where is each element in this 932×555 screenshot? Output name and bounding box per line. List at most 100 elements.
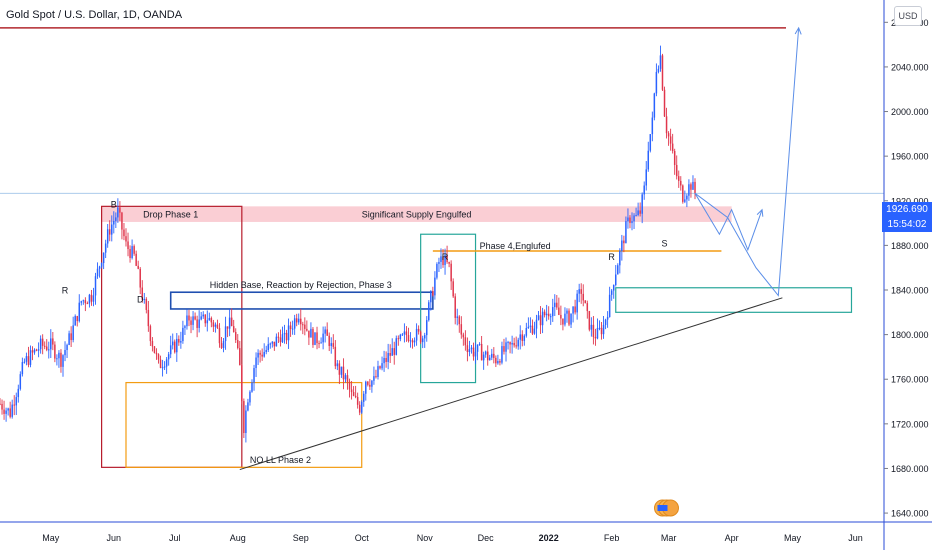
candle-body <box>598 327 601 329</box>
price-tick-label: 1760.000 <box>891 375 929 385</box>
no-ll-box <box>125 381 363 468</box>
candle-body <box>383 357 385 364</box>
time-tick-label: 2022 <box>539 533 559 543</box>
candle-body <box>440 256 442 262</box>
candle-body <box>100 263 103 267</box>
candle-body <box>560 314 562 319</box>
candle-body <box>446 255 448 262</box>
candle-body <box>176 338 178 353</box>
candle-body <box>285 332 288 341</box>
candle-body <box>306 328 308 331</box>
candle-body <box>651 117 654 135</box>
candle-body <box>381 363 383 369</box>
candle-body <box>178 338 180 343</box>
time-tick-label: Jul <box>169 533 181 543</box>
candle-body <box>133 246 135 254</box>
candle-body <box>588 311 591 330</box>
time-tick-label: Dec <box>478 533 495 543</box>
candle-body <box>41 338 44 346</box>
time-tick-label: Mar <box>661 533 677 543</box>
candle-body <box>484 351 487 355</box>
candle-body <box>623 240 625 244</box>
candle-body <box>525 327 528 336</box>
candle-body <box>289 325 292 329</box>
candle-body <box>94 276 97 296</box>
candle-body <box>72 325 74 341</box>
candle-body <box>389 352 391 356</box>
candle-body <box>316 332 318 344</box>
candle-body <box>531 325 534 334</box>
candle-body <box>283 332 286 335</box>
candle-body <box>619 250 621 266</box>
candle-body <box>151 341 154 347</box>
candle-body <box>486 351 489 361</box>
time-tick-label: Feb <box>604 533 620 543</box>
candle-body <box>314 332 316 345</box>
candle-body <box>31 350 34 353</box>
candle-body <box>405 331 408 336</box>
candle-body <box>64 350 66 356</box>
candle-body <box>539 315 542 326</box>
demand-box <box>615 287 853 313</box>
candle-body <box>509 342 511 345</box>
time-tick-label: May <box>784 533 802 543</box>
candle-body <box>257 352 259 358</box>
candle-body <box>578 289 580 294</box>
candle-body <box>631 221 633 224</box>
candle-body <box>438 261 440 264</box>
candle-body <box>293 318 296 329</box>
candle-body <box>141 287 144 300</box>
candle-body <box>686 195 688 200</box>
candle-body <box>653 93 656 118</box>
candle-body <box>547 313 550 317</box>
candle-body <box>127 241 129 250</box>
price-tick-label: 1680.000 <box>891 464 929 474</box>
candle-body <box>304 324 306 329</box>
candle-body <box>391 348 393 356</box>
candle-body <box>204 314 207 324</box>
candle-body <box>324 329 326 334</box>
candle-body <box>279 337 282 343</box>
price-tick-label: 2000.000 <box>891 107 929 117</box>
candle-body <box>385 357 387 362</box>
candle-body <box>80 301 83 303</box>
candle-body <box>501 346 503 363</box>
candle-body <box>519 334 521 340</box>
forecast-arrowhead <box>794 26 802 35</box>
candle-body <box>1 403 3 410</box>
candle-body <box>17 388 20 398</box>
currency-button[interactable]: USD <box>894 6 922 26</box>
candle-body <box>367 381 369 385</box>
candle-body <box>610 290 613 295</box>
candle-body <box>637 210 639 215</box>
time-tick-label: Jun <box>848 533 863 543</box>
candle-body <box>186 315 188 327</box>
candle-body <box>493 353 495 358</box>
candle-body <box>113 220 115 225</box>
candle-body <box>318 343 320 345</box>
candle-body <box>387 352 389 362</box>
candle-body <box>76 316 78 322</box>
candle-body <box>119 207 121 213</box>
candle-body <box>669 136 672 144</box>
candle-body <box>220 343 223 348</box>
candle-body <box>680 180 682 186</box>
candle-body <box>145 298 148 310</box>
candle-body <box>90 294 93 302</box>
forecast-path <box>694 193 763 252</box>
candle-body <box>645 169 647 186</box>
candle-body <box>472 347 475 357</box>
candle-body <box>379 366 381 369</box>
candle-body <box>251 382 253 392</box>
candle-body <box>615 274 617 286</box>
candle-body <box>377 366 379 377</box>
candle-body <box>78 302 81 322</box>
drop-phase-box <box>101 205 243 468</box>
candle-body <box>271 341 274 344</box>
candle-body <box>456 316 458 318</box>
candle-body <box>297 318 300 323</box>
candle-body <box>121 212 123 230</box>
candle-body <box>529 325 532 327</box>
